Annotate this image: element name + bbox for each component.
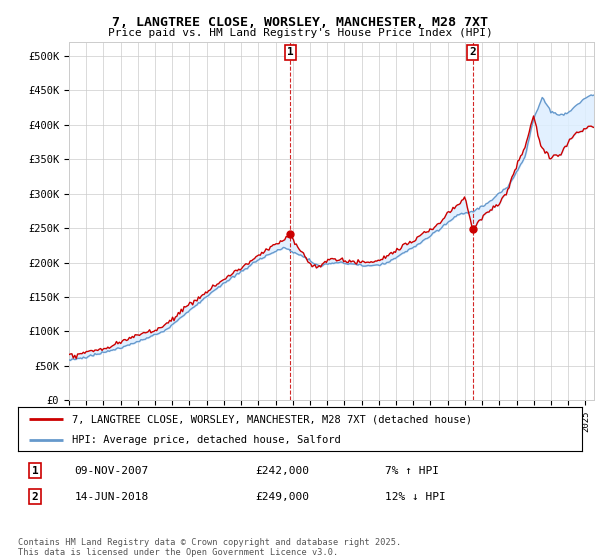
Text: 14-JUN-2018: 14-JUN-2018 [74, 492, 149, 502]
Text: 2: 2 [32, 492, 38, 502]
Text: Contains HM Land Registry data © Crown copyright and database right 2025.
This d: Contains HM Land Registry data © Crown c… [18, 538, 401, 557]
Text: HPI: Average price, detached house, Salford: HPI: Average price, detached house, Salf… [71, 435, 340, 445]
Text: 7% ↑ HPI: 7% ↑ HPI [385, 465, 439, 475]
Text: 1: 1 [32, 465, 38, 475]
Text: £242,000: £242,000 [255, 465, 309, 475]
Text: 2: 2 [469, 48, 476, 57]
Text: 09-NOV-2007: 09-NOV-2007 [74, 465, 149, 475]
Text: £249,000: £249,000 [255, 492, 309, 502]
Text: 12% ↓ HPI: 12% ↓ HPI [385, 492, 445, 502]
Text: 1: 1 [287, 48, 294, 57]
Text: Price paid vs. HM Land Registry's House Price Index (HPI): Price paid vs. HM Land Registry's House … [107, 28, 493, 38]
Text: 7, LANGTREE CLOSE, WORSLEY, MANCHESTER, M28 7XT (detached house): 7, LANGTREE CLOSE, WORSLEY, MANCHESTER, … [71, 414, 472, 424]
Text: 7, LANGTREE CLOSE, WORSLEY, MANCHESTER, M28 7XT: 7, LANGTREE CLOSE, WORSLEY, MANCHESTER, … [112, 16, 488, 29]
